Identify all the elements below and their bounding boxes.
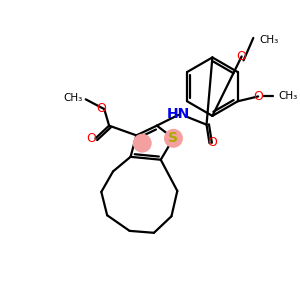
Text: O: O bbox=[253, 90, 263, 103]
Text: O: O bbox=[96, 102, 106, 115]
Text: HN: HN bbox=[167, 107, 190, 121]
Text: O: O bbox=[87, 132, 97, 145]
Text: CH₃: CH₃ bbox=[64, 93, 83, 103]
Text: O: O bbox=[237, 50, 247, 63]
Text: O: O bbox=[208, 136, 217, 149]
Circle shape bbox=[134, 134, 151, 152]
Text: S: S bbox=[168, 131, 178, 145]
Text: methyl: methyl bbox=[77, 99, 82, 100]
Text: CH₃: CH₃ bbox=[279, 92, 298, 101]
Circle shape bbox=[165, 130, 182, 147]
Text: CH₃: CH₃ bbox=[259, 35, 278, 45]
